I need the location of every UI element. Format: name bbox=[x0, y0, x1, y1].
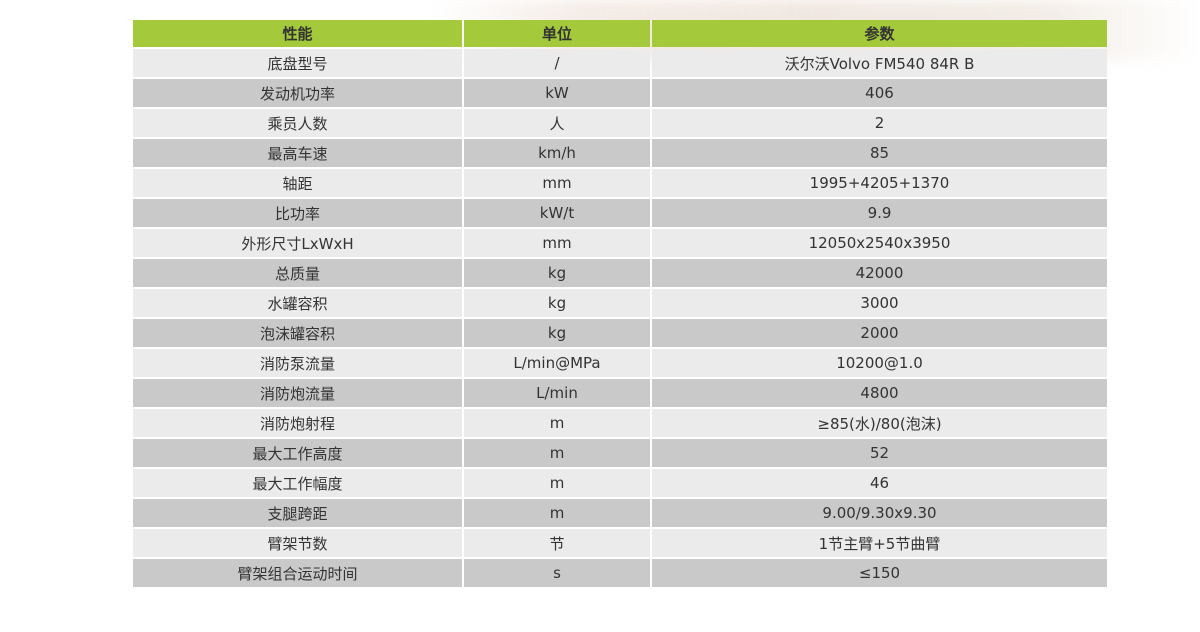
cell-parameter: 9.9 bbox=[652, 199, 1107, 227]
cell-unit: L/min bbox=[464, 379, 650, 407]
cell-performance: 外形尺寸LxWxH bbox=[133, 229, 462, 257]
table-row: 总质量 kg 42000 bbox=[133, 259, 1107, 287]
cell-parameter: 46 bbox=[652, 469, 1107, 497]
cell-unit: m bbox=[464, 499, 650, 527]
cell-performance: 比功率 bbox=[133, 199, 462, 227]
table-row: 最大工作幅度 m 46 bbox=[133, 469, 1107, 497]
cell-parameter: 2 bbox=[652, 109, 1107, 137]
table-row: 消防炮射程 m ≥85(水)/80(泡沫) bbox=[133, 409, 1107, 437]
cell-parameter: 9.00/9.30x9.30 bbox=[652, 499, 1107, 527]
cell-unit: mm bbox=[464, 229, 650, 257]
table-row: 水罐容积 kg 3000 bbox=[133, 289, 1107, 317]
cell-parameter: 406 bbox=[652, 79, 1107, 107]
cell-performance: 支腿跨距 bbox=[133, 499, 462, 527]
cell-performance: 发动机功率 bbox=[133, 79, 462, 107]
table-row: 臂架节数节 1节主臂+5节曲臂 bbox=[133, 529, 1107, 557]
cell-unit: m bbox=[464, 409, 650, 437]
cell-performance: 总质量 bbox=[133, 259, 462, 287]
cell-unit: / bbox=[464, 49, 650, 77]
cell-parameter: ≥85(水)/80(泡沫) bbox=[652, 409, 1107, 437]
table-row: 发动机功率 kW 406 bbox=[133, 79, 1107, 107]
cell-unit: m bbox=[464, 469, 650, 497]
cell-parameter: 4800 bbox=[652, 379, 1107, 407]
cell-performance: 泡沫罐容积 bbox=[133, 319, 462, 347]
cell-unit: kW/t bbox=[464, 199, 650, 227]
header-unit: 单位 bbox=[464, 20, 650, 47]
header-performance: 性能 bbox=[133, 20, 462, 47]
table-row: 轴距 mm 1995+4205+1370 bbox=[133, 169, 1107, 197]
table-row: 臂架组合运动时间 s ≤150 bbox=[133, 559, 1107, 587]
cell-performance: 轴距 bbox=[133, 169, 462, 197]
table-row: 底盘型号 / 沃尔沃Volvo FM540 84R B bbox=[133, 49, 1107, 77]
cell-parameter: 1节主臂+5节曲臂 bbox=[652, 529, 1107, 557]
cell-unit: s bbox=[464, 559, 650, 587]
cell-parameter: 2000 bbox=[652, 319, 1107, 347]
table-row: 最大工作高度 m 52 bbox=[133, 439, 1107, 467]
cell-unit: m bbox=[464, 439, 650, 467]
cell-parameter: 10200@1.0 bbox=[652, 349, 1107, 377]
table-row: 泡沫罐容积 kg 2000 bbox=[133, 319, 1107, 347]
cell-unit: kg bbox=[464, 289, 650, 317]
header-parameter: 参数 bbox=[652, 20, 1107, 47]
table-row: 比功率 kW/t 9.9 bbox=[133, 199, 1107, 227]
cell-unit: 人 bbox=[464, 109, 650, 137]
table-row: 消防炮流量 L/min 4800 bbox=[133, 379, 1107, 407]
cell-parameter: 12050x2540x3950 bbox=[652, 229, 1107, 257]
cell-parameter: 沃尔沃Volvo FM540 84R B bbox=[652, 49, 1107, 77]
spec-table: 性能 单位 参数 底盘型号 / 沃尔沃Volvo FM540 84R B 发动机功率 k… bbox=[133, 20, 1107, 589]
cell-parameter: 85 bbox=[652, 139, 1107, 167]
cell-unit: L/min@MPa bbox=[464, 349, 650, 377]
table-row: 支腿跨距 m 9.00/9.30x9.30 bbox=[133, 499, 1107, 527]
table-row: 乘员人数人 2 bbox=[133, 109, 1107, 137]
cell-parameter: ≤150 bbox=[652, 559, 1107, 587]
cell-parameter: 42000 bbox=[652, 259, 1107, 287]
cell-performance: 消防炮射程 bbox=[133, 409, 462, 437]
cell-parameter: 3000 bbox=[652, 289, 1107, 317]
cell-performance: 乘员人数 bbox=[133, 109, 462, 137]
cell-unit: 节 bbox=[464, 529, 650, 557]
cell-performance: 臂架节数 bbox=[133, 529, 462, 557]
cell-performance: 消防泵流量 bbox=[133, 349, 462, 377]
cell-performance: 水罐容积 bbox=[133, 289, 462, 317]
cell-parameter: 52 bbox=[652, 439, 1107, 467]
cell-performance: 底盘型号 bbox=[133, 49, 462, 77]
cell-unit: kg bbox=[464, 319, 650, 347]
cell-performance: 臂架组合运动时间 bbox=[133, 559, 462, 587]
table-row: 外形尺寸LxWxH mm 12050x2540x3950 bbox=[133, 229, 1107, 257]
cell-unit: km/h bbox=[464, 139, 650, 167]
table-header: 性能 单位 参数 bbox=[133, 20, 1107, 47]
cell-unit: kW bbox=[464, 79, 650, 107]
cell-performance: 最大工作高度 bbox=[133, 439, 462, 467]
cell-performance: 消防炮流量 bbox=[133, 379, 462, 407]
cell-unit: kg bbox=[464, 259, 650, 287]
cell-performance: 最大工作幅度 bbox=[133, 469, 462, 497]
table-row: 最高车速 km/h 85 bbox=[133, 139, 1107, 167]
cell-unit: mm bbox=[464, 169, 650, 197]
cell-parameter: 1995+4205+1370 bbox=[652, 169, 1107, 197]
cell-performance: 最高车速 bbox=[133, 139, 462, 167]
table-body: 底盘型号 / 沃尔沃Volvo FM540 84R B 发动机功率 kW 406 乘员人数人… bbox=[133, 49, 1107, 587]
table-row: 消防泵流量 L/min@MPa 10200@1.0 bbox=[133, 349, 1107, 377]
